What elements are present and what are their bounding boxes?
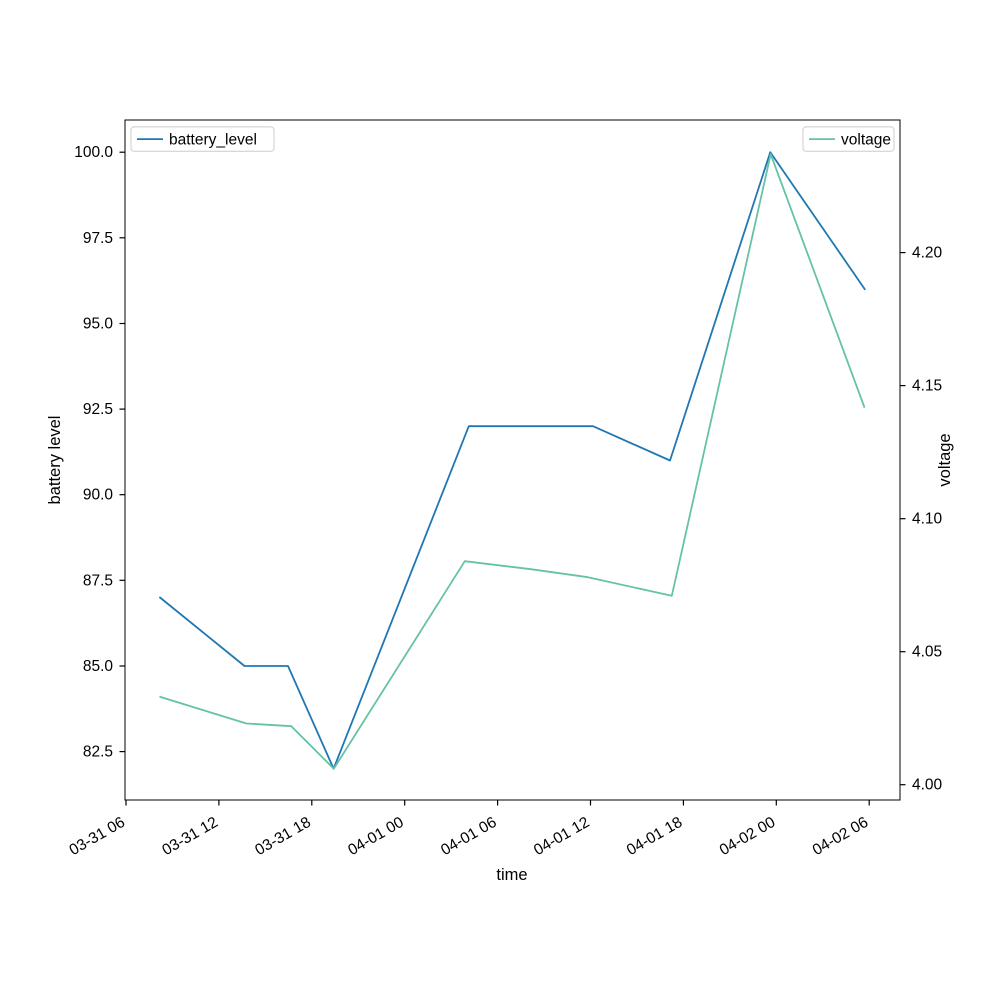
- svg-text:92.5: 92.5: [83, 401, 113, 418]
- svg-text:85.0: 85.0: [83, 658, 114, 675]
- svg-text:battery_level: battery_level: [169, 132, 257, 149]
- svg-text:battery level: battery level: [46, 416, 64, 505]
- svg-text:82.5: 82.5: [83, 744, 113, 761]
- svg-text:4.05: 4.05: [912, 644, 942, 661]
- svg-text:voltage: voltage: [936, 433, 954, 486]
- svg-text:4.00: 4.00: [912, 777, 943, 794]
- svg-text:4.15: 4.15: [912, 378, 942, 395]
- svg-text:90.0: 90.0: [83, 487, 114, 504]
- svg-text:time: time: [496, 866, 527, 884]
- svg-text:87.5: 87.5: [83, 572, 113, 589]
- svg-text:100.0: 100.0: [74, 144, 113, 161]
- svg-text:4.10: 4.10: [912, 511, 943, 528]
- svg-text:95.0: 95.0: [83, 316, 114, 333]
- svg-text:97.5: 97.5: [83, 230, 113, 247]
- svg-text:4.20: 4.20: [912, 245, 943, 262]
- svg-text:voltage: voltage: [841, 132, 891, 149]
